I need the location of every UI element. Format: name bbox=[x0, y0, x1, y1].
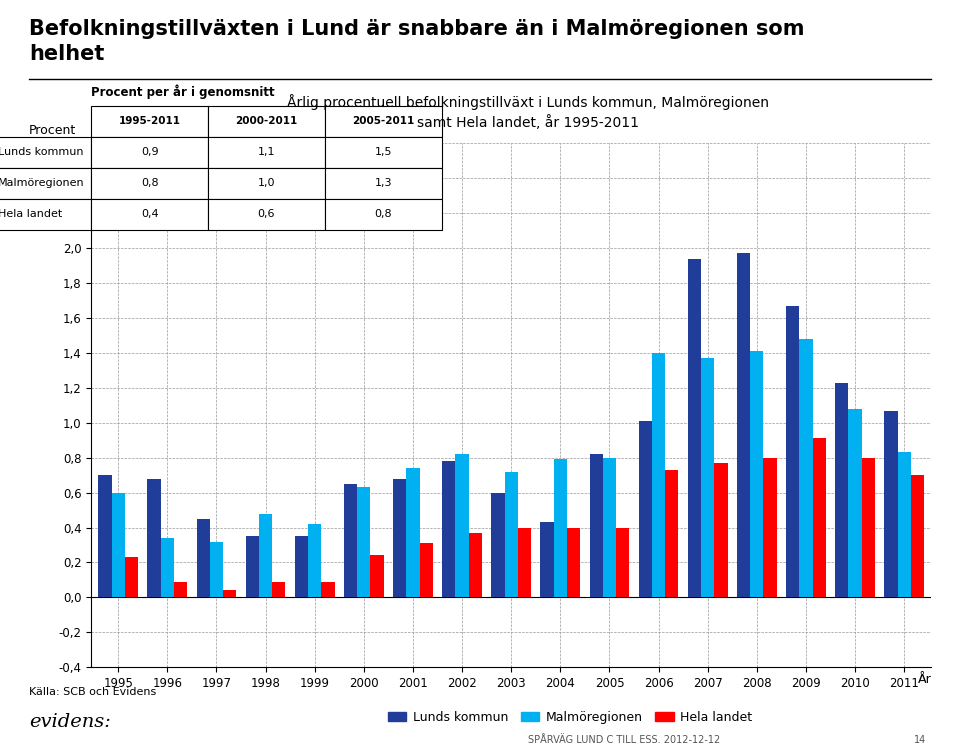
Bar bbox=[505, 472, 517, 597]
Text: evidens:: evidens: bbox=[29, 713, 110, 731]
Bar bbox=[246, 536, 259, 597]
Bar bbox=[589, 454, 603, 597]
Bar bbox=[862, 458, 875, 597]
Bar bbox=[737, 253, 750, 597]
Bar bbox=[406, 468, 420, 597]
Bar bbox=[517, 528, 531, 597]
Bar bbox=[638, 421, 652, 597]
Bar bbox=[665, 470, 679, 597]
Bar bbox=[687, 259, 701, 597]
Bar bbox=[911, 475, 924, 597]
Bar bbox=[540, 523, 554, 597]
Bar bbox=[210, 541, 223, 597]
Text: Årlig procentuell befolkningstillväxt i Lunds kommun, Malmöregionen
samt Hela la: Årlig procentuell befolkningstillväxt i … bbox=[287, 94, 769, 130]
Bar bbox=[750, 351, 763, 597]
Bar bbox=[160, 538, 174, 597]
Bar bbox=[174, 581, 187, 597]
Bar bbox=[884, 410, 898, 597]
Bar bbox=[714, 463, 728, 597]
Bar bbox=[800, 339, 812, 597]
Bar bbox=[812, 439, 826, 597]
Bar bbox=[98, 475, 111, 597]
Bar bbox=[322, 581, 335, 597]
Bar bbox=[420, 544, 433, 597]
Bar bbox=[835, 382, 849, 597]
Bar bbox=[763, 458, 777, 597]
Bar bbox=[148, 479, 160, 597]
Bar bbox=[701, 358, 714, 597]
Bar bbox=[455, 454, 468, 597]
Bar bbox=[443, 461, 455, 597]
Text: 14: 14 bbox=[914, 735, 926, 745]
Bar bbox=[554, 459, 567, 597]
Bar bbox=[603, 458, 616, 597]
Bar bbox=[273, 581, 285, 597]
Bar bbox=[295, 536, 308, 597]
Bar bbox=[371, 556, 384, 597]
Text: År: År bbox=[918, 673, 931, 685]
Bar bbox=[567, 528, 580, 597]
Bar bbox=[111, 492, 125, 597]
Bar bbox=[652, 353, 665, 597]
Text: SPÅRVÄG LUND C TILL ESS. 2012-12-12: SPÅRVÄG LUND C TILL ESS. 2012-12-12 bbox=[528, 735, 720, 745]
Bar bbox=[898, 452, 911, 597]
Bar bbox=[197, 519, 210, 597]
Text: Källa: SCB och Evidens: Källa: SCB och Evidens bbox=[29, 688, 156, 697]
Text: Befolkningstillväxten i Lund är snabbare än i Malmöregionen som
helhet: Befolkningstillväxten i Lund är snabbare… bbox=[29, 19, 804, 63]
Bar bbox=[223, 590, 236, 597]
Text: Procent per år i genomsnitt: Procent per år i genomsnitt bbox=[91, 84, 275, 100]
Bar bbox=[786, 305, 800, 597]
Bar bbox=[393, 479, 406, 597]
Bar bbox=[616, 528, 630, 597]
Bar bbox=[259, 513, 273, 597]
Bar bbox=[357, 487, 371, 597]
Bar bbox=[468, 533, 482, 597]
Bar bbox=[492, 492, 505, 597]
Bar bbox=[308, 524, 322, 597]
Legend: Lunds kommun, Malmöregionen, Hela landet: Lunds kommun, Malmöregionen, Hela landet bbox=[383, 706, 757, 729]
Bar bbox=[125, 557, 138, 597]
Bar bbox=[344, 484, 357, 597]
Bar bbox=[849, 409, 862, 597]
Text: Procent: Procent bbox=[29, 124, 76, 137]
